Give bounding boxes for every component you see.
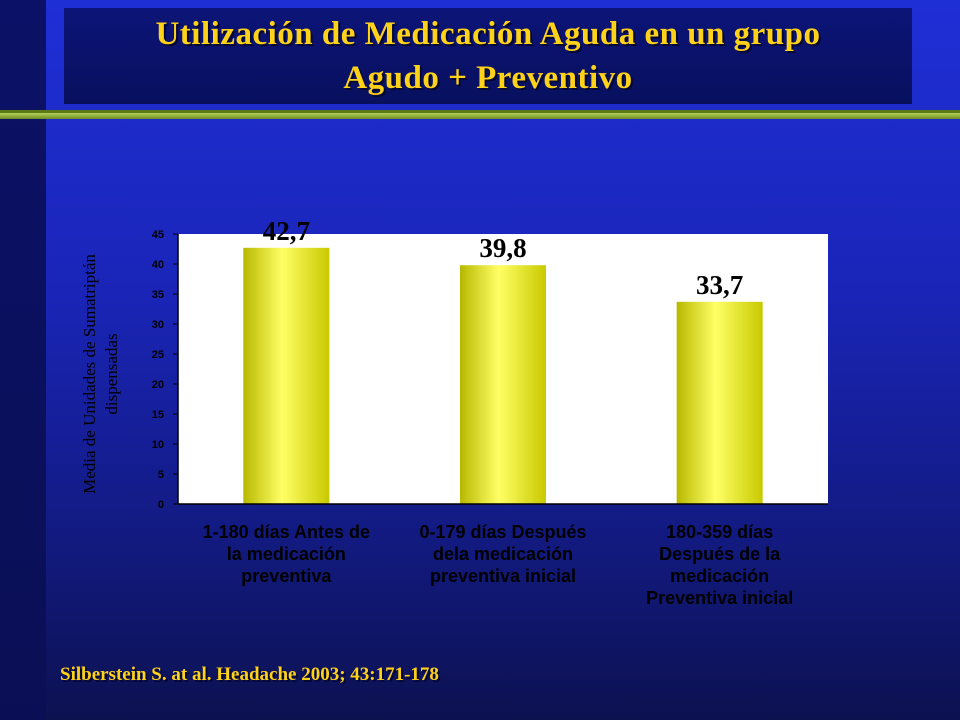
bar-value-label: 42,7	[263, 216, 310, 246]
bar-value-label: 33,7	[696, 270, 743, 300]
bar	[243, 247, 330, 505]
slide-title-line-2: Agudo + Preventivo	[343, 60, 633, 96]
y-tick-label: 45	[152, 229, 164, 241]
x-category-label-line: Preventiva inicial	[646, 588, 793, 608]
x-category-label-line: 0-179 días Después	[419, 522, 586, 542]
y-axis-title-line: Media de Unidades de Sumatriptán	[80, 254, 99, 494]
x-category-label-line: 1-180 días Antes de	[203, 522, 370, 542]
y-tick-label: 10	[152, 439, 164, 451]
y-axis-title: Media de Unidades de Sumatriptán dispensa…	[80, 254, 121, 494]
x-category-label-line: la medicación	[227, 544, 346, 564]
x-category-label: 180-359 días Después de la medicación Preve…	[646, 522, 793, 608]
y-tick-label: 15	[152, 409, 164, 421]
x-category-label-line: preventiva	[241, 566, 332, 586]
y-axis-title-line: dispensadas	[102, 333, 121, 414]
x-category-label-line: dela medicación	[433, 544, 573, 564]
bar	[676, 301, 763, 504]
y-tick-label: 5	[158, 469, 164, 481]
bar-value-label: 39,8	[479, 233, 526, 263]
x-category-label-line: 180-359 días	[666, 522, 773, 542]
x-category-label: 1-180 días Antes de la medicación preventi…	[203, 522, 370, 586]
x-category-label-line: Después de la	[659, 544, 781, 564]
x-category-label-line: preventiva inicial	[430, 566, 576, 586]
title-banner: Utilización de Medicación Aguda en un gr…	[64, 8, 912, 104]
y-tick-label: 30	[152, 319, 164, 331]
title-divider	[0, 113, 960, 119]
bar	[460, 265, 546, 504]
x-category-label: 0-179 días Después dela medicación prevent…	[419, 522, 586, 586]
slide-title-line-1: Utilización de Medicación Aguda en un gr…	[155, 16, 821, 52]
y-tick-label: 35	[152, 289, 164, 301]
y-tick-label: 40	[152, 259, 164, 271]
y-tick-label: 25	[152, 349, 164, 361]
y-tick-label: 20	[152, 379, 164, 391]
title-divider-shadow	[0, 110, 960, 113]
left-accent-band	[0, 0, 46, 720]
y-tick-label: 0	[158, 499, 164, 511]
x-category-label-line: medicación	[670, 566, 769, 586]
citation: Silberstein S. at al. Headache 2003; 43:…	[60, 664, 439, 685]
